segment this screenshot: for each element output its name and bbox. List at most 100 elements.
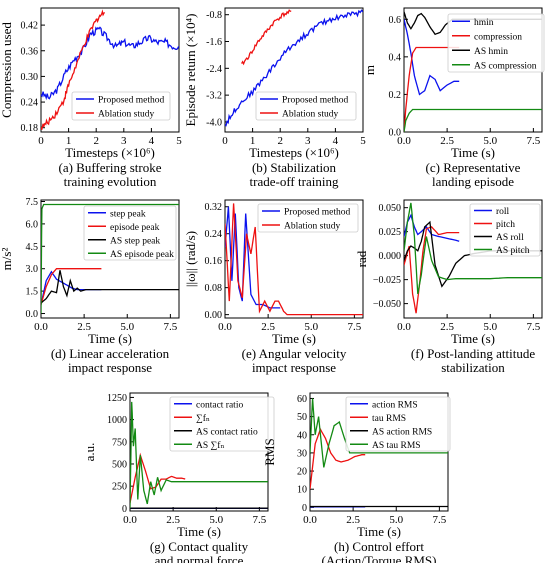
y-tick-label: 1000 xyxy=(107,415,127,426)
legend-label: step peak xyxy=(110,209,146,219)
x-tick-label: 4 xyxy=(149,135,155,147)
chart-caption: training evolution xyxy=(64,174,157,189)
legend-label: AS step peak xyxy=(110,236,160,246)
series-line-blue xyxy=(225,9,363,127)
x-axis-label: Timesteps (×10⁶) xyxy=(249,145,339,160)
x-tick-label: 3 xyxy=(121,135,127,147)
chart-caption: (b) Stabilization xyxy=(252,160,337,175)
legend-label: Ablation study xyxy=(282,110,338,120)
y-tick-label: 0.6 xyxy=(389,15,402,26)
legend-label: AS pitch xyxy=(496,246,530,256)
y-tick-label: 4.5 xyxy=(26,242,39,253)
legend-label: ∑fₙ xyxy=(196,413,210,424)
legend-box xyxy=(71,91,171,121)
y-tick-label: 3.0 xyxy=(26,264,39,275)
y-tick-label: 20 xyxy=(297,467,307,478)
y-tick-label: -0.8 xyxy=(206,10,222,21)
legend-label: Proposed method xyxy=(98,96,164,106)
x-tick-label: 2.5 xyxy=(346,514,360,526)
chart-e: 0.0 2.5 5.0 7.5 0.00 0.08 0.16 0.24 0.32 Time (s)… xyxy=(183,199,364,375)
legend-label: episode peak xyxy=(110,223,160,233)
legend-box xyxy=(257,203,359,233)
y-tick-label: 0.00 xyxy=(205,310,223,321)
x-tick-label: 0.0 xyxy=(397,321,411,333)
y-tick-label: 0.0 xyxy=(389,128,402,139)
x-axis-label: Time (s) xyxy=(272,331,316,346)
legend-label: pitch xyxy=(496,220,515,230)
y-tick-label: 0.18 xyxy=(21,123,39,134)
y-tick-label: 30 xyxy=(297,448,307,459)
chart-caption: (c) Representative xyxy=(426,160,521,175)
y-tick-label: -4.0 xyxy=(206,117,222,128)
x-tick-label: 2 xyxy=(93,135,99,147)
y-tick-label: -1.6 xyxy=(206,37,222,48)
y-tick-label: 0.30 xyxy=(21,72,39,83)
series-line-red xyxy=(225,203,363,316)
legend-label: AS contact ratio xyxy=(196,427,258,437)
plot-frame xyxy=(129,392,269,512)
y-tick-label: 250 xyxy=(112,482,127,493)
chart-caption: landing episode xyxy=(432,174,514,189)
chart-c: 0.0 2.5 5.0 7.5 0.0 0.2 0.4 0.6 Time (s) m (c) Rep… xyxy=(362,7,545,189)
x-axis-label: Time (s) xyxy=(177,524,221,539)
x-tick-label: 0.0 xyxy=(123,514,137,526)
chart-caption: (Action/Torque RMS) xyxy=(322,553,437,563)
legend-label: hmin xyxy=(474,18,494,28)
x-tick-label: 0.0 xyxy=(303,514,317,526)
y-axis-label: rad xyxy=(354,250,369,267)
y-tick-label: 0.2 xyxy=(389,90,402,101)
x-tick-label: 1 xyxy=(250,135,256,147)
chart-caption: stabilization xyxy=(441,360,505,375)
x-tick-label: 7.5 xyxy=(527,135,541,147)
chart-b: 0 1 2 3 4 5 -0.8 -1.6 -2.4 -3.2 -4.0 Timesteps (×10… xyxy=(183,7,366,189)
x-tick-label: 5.0 xyxy=(389,514,403,526)
x-tick-label: 2 xyxy=(277,135,283,147)
y-tick-label: 0.050 xyxy=(379,203,402,214)
x-tick-label: 4 xyxy=(333,135,339,147)
y-tick-label: 6.0 xyxy=(26,219,39,230)
legend: action RMS tau RMS AS action RMS AS tau RMS xyxy=(345,396,451,452)
series-line-green xyxy=(310,398,448,468)
legend-box xyxy=(469,203,541,257)
legend-label: AS tau RMS xyxy=(372,441,421,451)
x-tick-label: 1 xyxy=(66,135,72,147)
y-tick-label: 0.16 xyxy=(205,256,223,267)
series-line-red xyxy=(241,9,292,66)
legend-label: AS roll xyxy=(496,233,524,243)
x-tick-label: 5 xyxy=(360,135,366,147)
legend-label: Proposed method xyxy=(284,208,350,218)
y-tick-label: 0 xyxy=(122,504,127,515)
chart-caption: (g) Contact quality xyxy=(150,539,249,554)
series-line-green xyxy=(130,401,268,509)
chart-caption: and normal force xyxy=(155,553,244,563)
y-axis-label: Compression used xyxy=(0,22,14,118)
y-axis-label: m/s² xyxy=(0,248,14,271)
y-tick-label: 1.5 xyxy=(26,287,39,298)
chart-h: 0.0 2.5 5.0 7.5 0 10 20 30 40 50 60 Time (s) RMS (h) … xyxy=(262,392,451,568)
legend-label: compression xyxy=(474,32,522,42)
legend-label: AS hmin xyxy=(474,47,508,57)
legend: Proposed method Ablation study xyxy=(71,91,171,121)
x-tick-label: 0 xyxy=(222,135,228,147)
x-tick-label: 2.5 xyxy=(440,321,454,333)
legend: roll pitch AS roll AS pitch xyxy=(469,203,541,257)
chart-a: 0 1 2 3 4 5 0.18 0.24 0.30 0.36 0.42 Timesteps (×10… xyxy=(0,7,182,189)
chart-caption: (a) Buffering stroke xyxy=(58,160,161,175)
legend-box xyxy=(169,396,275,452)
x-axis-label: Time (s) xyxy=(357,524,401,539)
y-tick-label: 0.4 xyxy=(389,52,402,63)
y-tick-label: 1250 xyxy=(107,393,127,404)
legend-label: AS action RMS xyxy=(372,427,432,437)
x-tick-label: 2.5 xyxy=(261,321,275,333)
legend-label: tau RMS xyxy=(372,414,406,424)
x-tick-label: 0.0 xyxy=(34,321,48,333)
x-axis-label: Time (s) xyxy=(88,331,132,346)
x-tick-label: 3 xyxy=(305,135,311,147)
legend: step peak episode peak AS step peak AS epis… xyxy=(83,205,177,261)
y-tick-label: −0.050 xyxy=(373,299,401,310)
x-axis-label: Timesteps (×10⁶) xyxy=(65,145,155,160)
legend: Proposed method Ablation study xyxy=(257,203,359,233)
series-line-blue xyxy=(41,26,179,101)
chart-caption: (f) Post-landing attitude xyxy=(411,346,535,361)
